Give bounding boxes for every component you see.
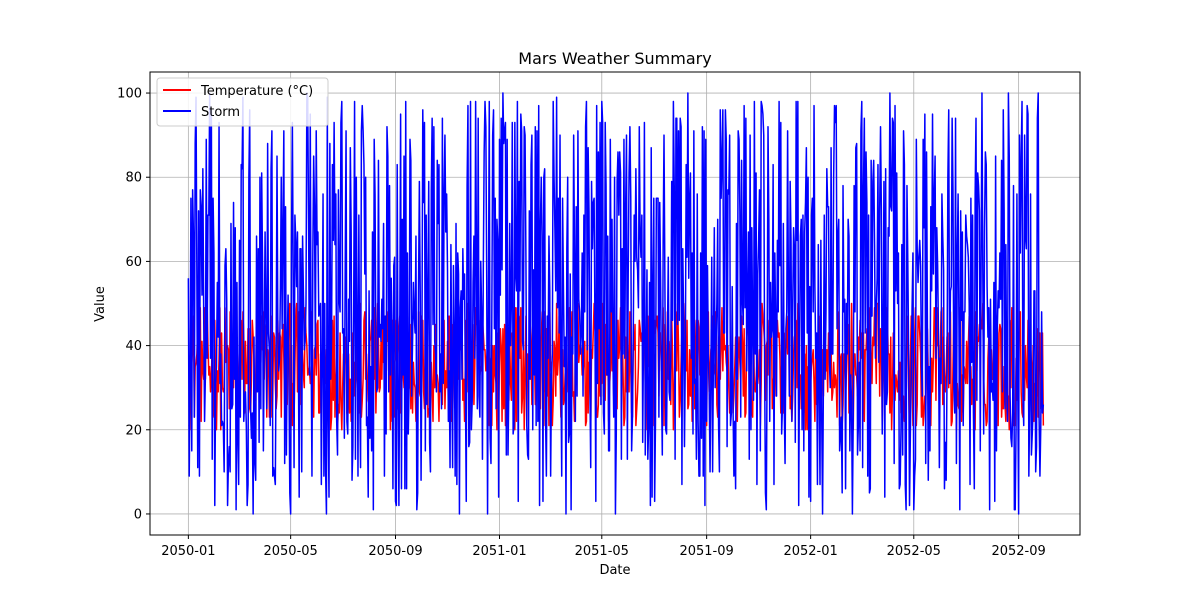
x-axis: 2050-01 2050-05 2050-09 2051-01 2051-05 2051-…: [161, 535, 1046, 559]
x-tick-label: 2050-09: [368, 544, 422, 559]
x-tick-label: 2051-01: [472, 544, 526, 559]
plot-frame: [149, 71, 1081, 536]
x-tick-label: 2052-05: [887, 544, 941, 559]
x-tick-label: 2051-09: [679, 544, 733, 559]
legend-label-temperature: Temperature (°C): [200, 84, 313, 99]
y-tick-label: 80: [125, 171, 142, 186]
x-tick-label: 2052-09: [991, 544, 1045, 559]
chart-title: Mars Weather Summary: [518, 49, 711, 68]
series-line-storm: [187, 92, 1045, 515]
x-axis-label: Date: [599, 563, 630, 578]
x-tick-label: 2052-01: [783, 544, 837, 559]
legend-box: [156, 77, 329, 127]
series-layer: [187, 92, 1045, 515]
y-tick-label: 20: [125, 423, 142, 438]
y-tick-label: 40: [125, 339, 142, 354]
y-axis-label: Value: [93, 286, 108, 322]
y-tick-label: 100: [117, 87, 142, 102]
y-tick-label: 60: [125, 255, 142, 270]
x-tick-label: 2050-05: [263, 544, 317, 559]
y-tick-label: 0: [134, 507, 142, 522]
legend: Temperature (°C) Storm: [156, 77, 329, 127]
y-axis: 0 20 40 60 80 100: [117, 87, 150, 522]
x-tick-label: 2050-01: [161, 544, 215, 559]
legend-label-storm: Storm: [201, 105, 240, 120]
x-tick-label: 2051-05: [575, 544, 629, 559]
